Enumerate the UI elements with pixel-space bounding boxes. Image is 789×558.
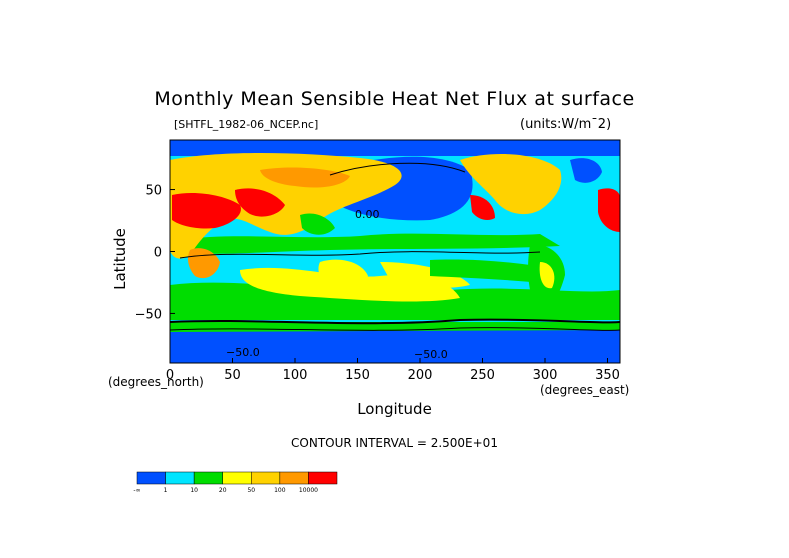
- x-tick-label: 250: [470, 368, 495, 383]
- file-label: [SHTFL_1982-06_NCEP.nc]: [174, 118, 319, 131]
- x-tick-label: 50: [224, 368, 241, 383]
- x-axis-label: Longitude: [357, 400, 432, 418]
- colorbar-swatch: [193, 471, 223, 485]
- contour-label: 0.00: [355, 208, 380, 221]
- y-axis-units: (degrees_north): [108, 375, 204, 389]
- colorbar-label: 1: [163, 487, 168, 494]
- chart-title: Monthly Mean Sensible Heat Net Flux at s…: [154, 88, 635, 110]
- y-tick-label: 50: [145, 184, 162, 199]
- y-axis-label: Latitude: [111, 228, 129, 290]
- x-tick-label: 150: [345, 368, 370, 383]
- colorbar-swatch: [165, 471, 195, 485]
- flux-map: [170, 140, 620, 363]
- colorbar-label: 50: [247, 487, 256, 494]
- contour-labels: 0.00 −50.0 −50.0: [226, 208, 448, 361]
- x-tick-label: 0: [166, 368, 174, 383]
- contour-interval: CONTOUR INTERVAL = 2.500E+01: [291, 436, 498, 450]
- x-axis-units: (degrees_east): [540, 383, 630, 397]
- colorbar-swatch: [222, 471, 252, 485]
- colorbar-swatch: [308, 471, 338, 485]
- x-tick-label: 200: [408, 368, 433, 383]
- axis-ticks: 0 50 100 150 200 250 300 350 50 0 −50: [135, 184, 620, 383]
- colorbar-swatch: [136, 471, 166, 485]
- units-label: (units:W/m¯2): [520, 117, 612, 132]
- colorbar-label: 20: [218, 487, 227, 494]
- colorbar-label: 100: [274, 487, 286, 494]
- colorbar-swatch: [279, 471, 309, 485]
- y-tick-label: −50: [135, 307, 162, 322]
- y-tick-label: 0: [154, 246, 162, 261]
- colorbar-label: 10: [190, 487, 198, 494]
- contour-label: −50.0: [226, 346, 260, 359]
- x-tick-label: 100: [283, 368, 308, 383]
- x-tick-label: 300: [533, 368, 558, 383]
- colorbar-swatch: [251, 471, 281, 485]
- colorbar-label: 10000: [298, 487, 318, 494]
- colorbar-label: -∞: [133, 487, 141, 494]
- x-tick-label: 350: [595, 368, 620, 383]
- colorbar: [136, 471, 338, 485]
- contour-label: −50.0: [414, 348, 448, 361]
